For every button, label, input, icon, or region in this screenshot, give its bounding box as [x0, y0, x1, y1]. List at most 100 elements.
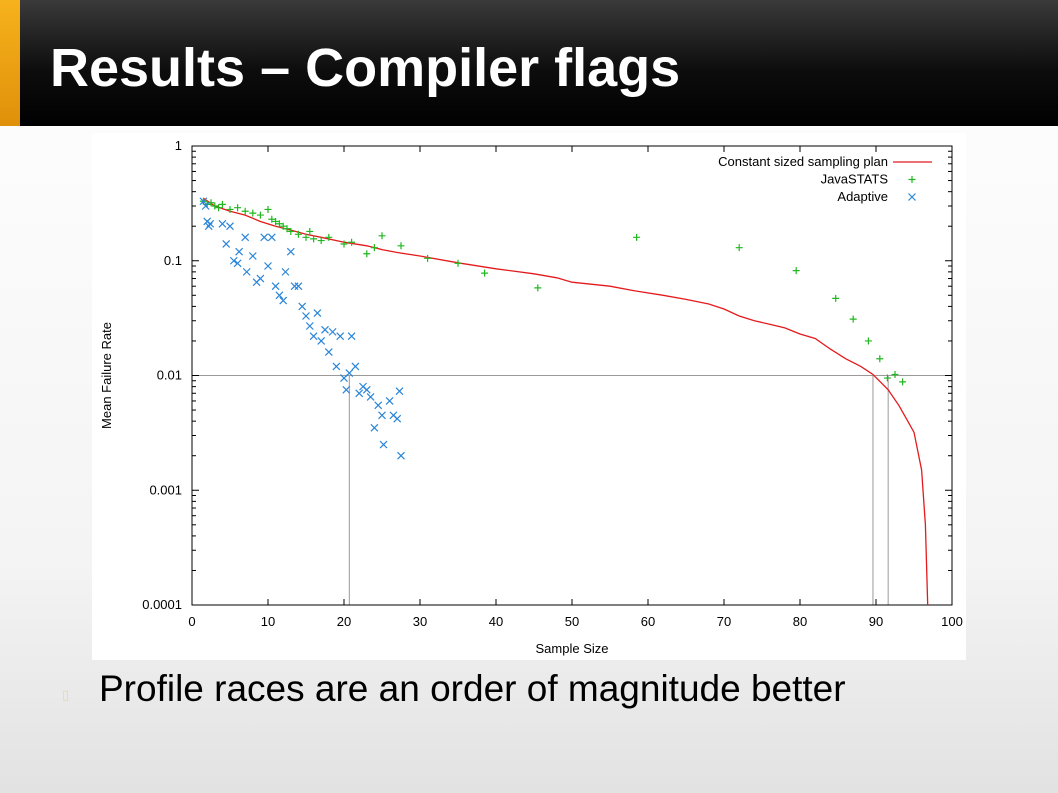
- data-point-cross: [336, 332, 345, 341]
- data-point-cross: [317, 337, 326, 345]
- y-tick-label: 1: [175, 138, 182, 153]
- data-point-plus: [211, 202, 219, 210]
- chart-panel: 0 10 20 30 40 50 60 70 80 90 100 0.0001 0.001 0.01 0.1…: [92, 133, 966, 660]
- data-point-cross: [332, 362, 341, 371]
- data-point-cross: [385, 397, 394, 405]
- data-point-plus: [249, 209, 257, 217]
- x-tick-label: 30: [413, 614, 427, 629]
- data-point-plus: [735, 244, 743, 252]
- data-point-plus: [306, 227, 314, 235]
- data-point-plus: [832, 294, 840, 302]
- data-point-cross: [222, 240, 231, 248]
- data-point-cross: [235, 247, 244, 256]
- data-point-plus: [215, 204, 223, 212]
- data-point-cross: [379, 440, 388, 449]
- data-point-plus: [317, 237, 325, 245]
- data-point-cross: [199, 197, 208, 206]
- legend-swatch-cross: [908, 193, 916, 201]
- data-point-cross: [256, 274, 265, 283]
- y-tick-label: 0.0001: [142, 597, 182, 612]
- y-tick-label: 0.001: [149, 482, 182, 497]
- data-point-cross: [393, 414, 402, 423]
- data-point-plus: [633, 233, 641, 241]
- data-point-cross: [305, 322, 314, 330]
- data-point-cross: [378, 411, 386, 420]
- data-point-cross: [218, 219, 227, 228]
- data-point-plus: [876, 355, 884, 363]
- data-point-plus: [424, 254, 432, 262]
- data-point-plus: [792, 267, 800, 275]
- data-point-cross: [302, 312, 310, 320]
- data-point-plus: [275, 220, 283, 228]
- legend-label: JavaSTATS: [821, 172, 889, 187]
- bullet-square-icon: ▯: [62, 688, 70, 703]
- data-point-plus: [268, 215, 276, 223]
- scatter-chart: 0 10 20 30 40 50 60 70 80 90 100 0.0001 0.001 0.01 0.1…: [99, 138, 963, 656]
- x-tick-label: 50: [565, 614, 579, 629]
- data-point-cross: [286, 247, 295, 256]
- data-point-plus: [302, 233, 310, 241]
- data-point-plus: [363, 250, 371, 258]
- data-point-cross: [321, 325, 329, 334]
- data-point-cross: [271, 282, 280, 291]
- data-point-cross: [281, 267, 290, 276]
- data-point-cross: [275, 291, 284, 300]
- title-bar: Results – Compiler flags: [0, 0, 1058, 126]
- data-point-cross: [226, 222, 234, 231]
- data-point-cross: [345, 369, 354, 377]
- data-point-plus: [883, 374, 891, 382]
- slide-title: Results – Compiler flags: [50, 38, 681, 98]
- x-tick-label: 0: [188, 614, 195, 629]
- data-point-cross: [347, 332, 356, 341]
- x-tick-label: 70: [717, 614, 731, 629]
- data-point-cross: [309, 332, 318, 341]
- data-point-plus: [241, 207, 249, 215]
- bullet-item: ▯ Profile races are an order of magnitud…: [62, 666, 1052, 716]
- x-tick-label: 60: [641, 614, 655, 629]
- data-point-cross: [229, 256, 238, 265]
- data-point-plus: [279, 222, 287, 230]
- data-point-cross: [395, 387, 404, 396]
- data-point-plus: [397, 242, 405, 250]
- x-tick-label: 80: [793, 614, 807, 629]
- data-point-plus: [340, 240, 348, 248]
- data-point-cross: [233, 259, 242, 268]
- data-point-plus: [864, 337, 872, 345]
- data-point-plus: [264, 205, 272, 213]
- data-point-cross: [294, 282, 303, 291]
- series-line-constant-sampling: [203, 197, 929, 606]
- data-point-cross: [374, 401, 383, 410]
- data-point-cross: [362, 385, 371, 394]
- data-point-plus: [891, 371, 899, 379]
- y-tick-label: 0.1: [164, 253, 182, 268]
- data-point-cross: [313, 309, 322, 317]
- data-point-plus: [287, 227, 295, 235]
- legend-swatch-plus: [908, 176, 916, 183]
- data-point-cross: [324, 348, 333, 357]
- legend-label: Constant sized sampling plan: [718, 154, 888, 169]
- x-tick-label: 100: [941, 614, 963, 629]
- bullet-text: Profile races are an order of magnitude …: [99, 668, 846, 709]
- data-point-cross: [351, 362, 360, 371]
- data-point-plus: [899, 378, 907, 386]
- data-point-cross: [267, 233, 276, 242]
- data-point-cross: [328, 327, 337, 336]
- x-tick-label: 90: [869, 614, 883, 629]
- data-point-cross: [370, 423, 379, 432]
- data-point-plus: [294, 230, 302, 238]
- title-accent-stripe: [0, 0, 20, 126]
- data-point-plus: [310, 235, 318, 243]
- x-tick-label: 20: [337, 614, 351, 629]
- data-point-cross: [206, 219, 215, 228]
- data-point-plus: [218, 200, 226, 208]
- data-point-plus: [370, 244, 378, 252]
- data-point-cross: [241, 233, 250, 242]
- data-point-plus: [256, 211, 264, 219]
- data-point-cross: [242, 267, 251, 276]
- data-point-cross: [298, 302, 307, 311]
- data-point-plus: [283, 225, 291, 233]
- y-axis-label: Mean Failure Rate: [99, 322, 114, 429]
- data-point-cross: [342, 385, 351, 394]
- data-point-plus: [234, 204, 242, 212]
- data-point-cross: [397, 451, 405, 460]
